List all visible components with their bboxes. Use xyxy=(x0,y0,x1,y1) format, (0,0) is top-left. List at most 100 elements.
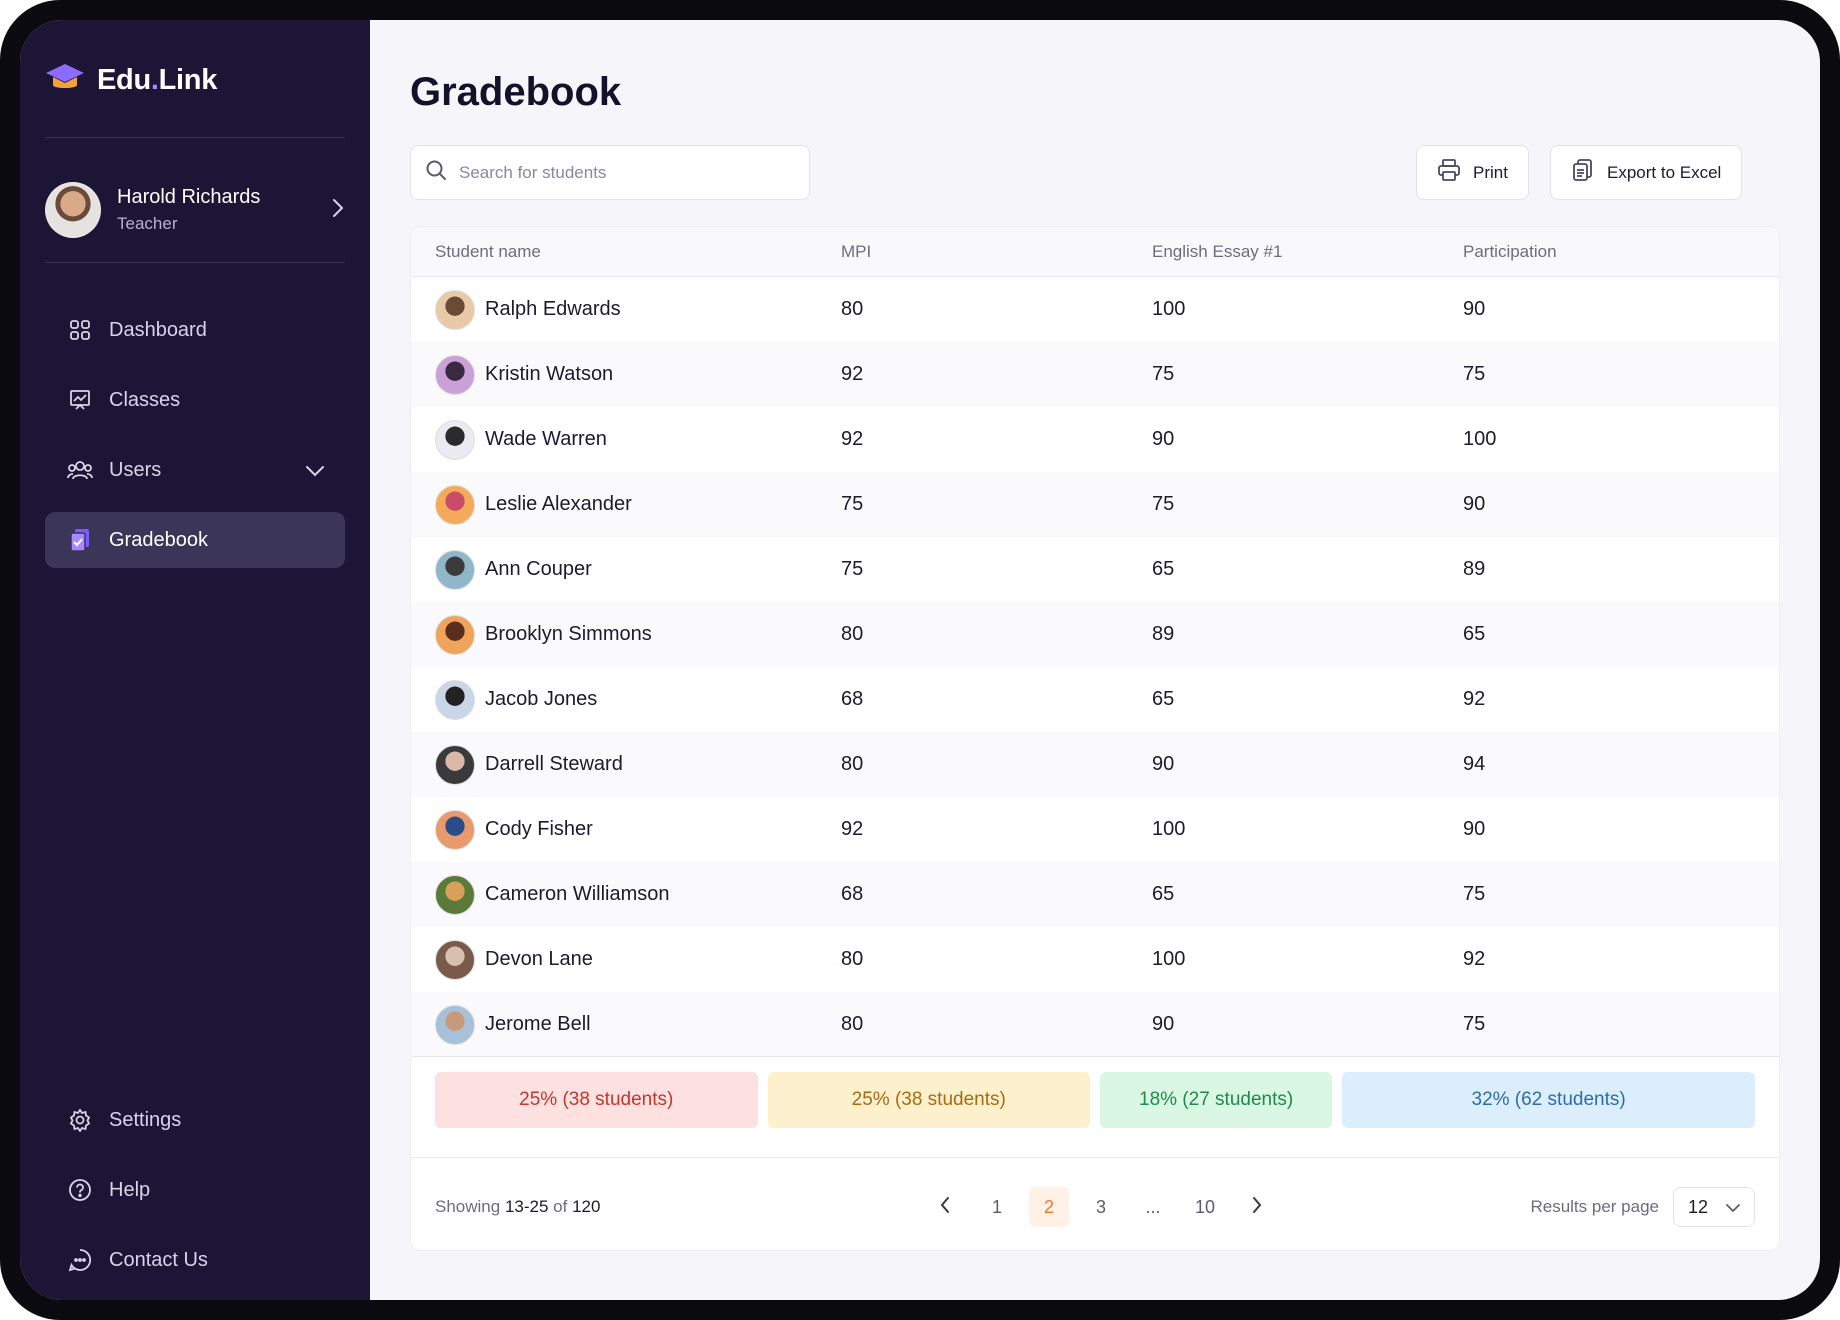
table-row[interactable]: Cody Fisher 92 100 90 xyxy=(411,797,1779,862)
english-essay-cell: 90 xyxy=(1152,753,1175,775)
table-row[interactable]: Cameron Williamson 68 65 75 xyxy=(411,862,1779,927)
brand-name: Edu.Link xyxy=(97,64,217,97)
mpi-cell: 68 xyxy=(841,688,864,710)
column-header-student-name[interactable]: Student name xyxy=(435,241,541,261)
student-name: Devon Lane xyxy=(485,948,593,970)
chevron-right-icon xyxy=(331,197,345,224)
sidebar-item-gradebook[interactable]: Gradebook xyxy=(45,512,345,568)
table-row[interactable]: Devon Lane 80 100 92 xyxy=(411,927,1779,992)
help-circle-icon xyxy=(67,1177,93,1203)
chat-bubble-icon xyxy=(67,1247,93,1273)
column-header-participation[interactable]: Participation xyxy=(1463,241,1557,261)
print-button[interactable]: Print xyxy=(1416,145,1529,200)
brand-name-part: Link xyxy=(158,64,218,96)
page-button-10[interactable]: 10 xyxy=(1194,1196,1216,1217)
participation-cell: 90 xyxy=(1463,818,1486,840)
avatar xyxy=(435,1004,475,1045)
column-header-mpi[interactable]: MPI xyxy=(841,241,872,261)
mpi-cell: 80 xyxy=(841,298,864,320)
avatar xyxy=(435,289,475,330)
avatar xyxy=(435,354,475,395)
english-essay-cell: 90 xyxy=(1152,1013,1175,1035)
mpi-cell: 92 xyxy=(841,818,864,840)
student-name-cell: Kristin Watson xyxy=(411,354,841,395)
participation-cell: 90 xyxy=(1463,298,1486,320)
english-essay-cell: 75 xyxy=(1152,493,1175,515)
page-button-3[interactable]: 3 xyxy=(1095,1196,1106,1217)
table-footer: Showing 13-25 of 120 1 2 3 xyxy=(435,1182,1755,1232)
sidebar-item-label: Contact Us xyxy=(109,1248,208,1271)
page-button-1[interactable]: 1 xyxy=(991,1196,1002,1217)
table-row[interactable]: Jerome Bell 80 90 75 xyxy=(411,992,1779,1057)
brand-dot: . xyxy=(150,64,159,96)
english-essay-cell: 89 xyxy=(1152,623,1175,645)
student-name: Brooklyn Simmons xyxy=(485,623,652,645)
brand-logo[interactable]: Edu.Link xyxy=(45,62,217,99)
english-essay-cell: 65 xyxy=(1152,558,1175,580)
divider xyxy=(411,1157,1779,1158)
column-header-english-essay[interactable]: English Essay #1 xyxy=(1152,241,1283,261)
page-button-2[interactable]: 2 xyxy=(1029,1187,1069,1227)
table-row[interactable]: Wade Warren 92 90 100 xyxy=(411,407,1779,472)
student-name: Jacob Jones xyxy=(485,688,598,710)
search-input[interactable] xyxy=(459,162,779,183)
participation-cell: 92 xyxy=(1463,948,1486,970)
results-per-page: Results per page 12 xyxy=(1530,1187,1755,1227)
main-content: Gradebook Print Export to Excel xyxy=(370,20,1820,1300)
student-name: Cody Fisher xyxy=(485,818,593,840)
table-row[interactable]: Kristin Watson 92 75 75 xyxy=(411,342,1779,407)
profile-card[interactable]: Harold Richards Teacher xyxy=(45,160,345,260)
page-ellipsis: ... xyxy=(1145,1196,1161,1217)
table-row[interactable]: Jacob Jones 68 65 92 xyxy=(411,667,1779,732)
participation-cell: 94 xyxy=(1463,753,1486,775)
showing-summary: Showing 13-25 of 120 xyxy=(435,1197,600,1217)
english-essay-cell: 100 xyxy=(1152,948,1186,970)
sidebar-item-label: Classes xyxy=(109,388,181,411)
student-name-cell: Jacob Jones xyxy=(411,679,841,720)
mpi-cell: 80 xyxy=(841,1013,864,1035)
sidebar: Edu.Link Harold Richards Teacher xyxy=(20,20,370,1300)
distribution-segment: 25% (38 students) xyxy=(435,1072,758,1128)
page-title: Gradebook xyxy=(410,70,622,114)
sidebar-item-label: Gradebook xyxy=(109,528,208,551)
student-name-cell: Brooklyn Simmons xyxy=(411,614,841,655)
table-row[interactable]: Leslie Alexander 75 75 90 xyxy=(411,472,1779,537)
sidebar-item-help[interactable]: Help xyxy=(45,1162,345,1218)
avatar xyxy=(435,744,475,785)
export-excel-button[interactable]: Export to Excel xyxy=(1550,145,1743,200)
divider xyxy=(45,137,345,138)
distribution-segment: 18% (27 students) xyxy=(1100,1072,1333,1128)
table-row[interactable]: Brooklyn Simmons 80 89 65 xyxy=(411,602,1779,667)
table-row[interactable]: Ann Couper 75 65 89 xyxy=(411,537,1779,602)
sidebar-item-dashboard[interactable]: Dashboard xyxy=(45,302,345,358)
avatar xyxy=(435,809,475,850)
avatar xyxy=(435,679,475,720)
avatar xyxy=(435,549,475,590)
chevron-left-icon xyxy=(939,1196,951,1219)
grid-icon xyxy=(67,317,93,343)
sidebar-item-users[interactable]: Users xyxy=(45,442,345,498)
next-page-button[interactable] xyxy=(1237,1187,1277,1227)
mpi-cell: 80 xyxy=(841,753,864,775)
student-name: Jerome Bell xyxy=(485,1013,591,1035)
results-per-page-select[interactable]: 12 xyxy=(1673,1187,1755,1227)
divider xyxy=(45,262,345,263)
student-name: Darrell Steward xyxy=(485,753,623,775)
table-row[interactable]: Ralph Edwards 80 100 90 xyxy=(411,277,1779,342)
english-essay-cell: 65 xyxy=(1152,883,1175,905)
gear-icon xyxy=(67,1107,93,1133)
brand-name-part: Edu xyxy=(97,64,151,96)
sidebar-item-contact[interactable]: Contact Us xyxy=(45,1232,345,1288)
table-row[interactable]: Darrell Steward 80 90 94 xyxy=(411,732,1779,797)
search-box[interactable] xyxy=(410,145,810,200)
chevron-down-icon xyxy=(305,460,325,483)
avatar xyxy=(435,939,475,980)
mpi-cell: 80 xyxy=(841,623,864,645)
main-nav: Dashboard Classes Users xyxy=(45,302,345,582)
prev-page-button[interactable] xyxy=(925,1187,965,1227)
sidebar-item-settings[interactable]: Settings xyxy=(45,1092,345,1148)
showing-total: 120 xyxy=(572,1197,601,1216)
sidebar-item-classes[interactable]: Classes xyxy=(45,372,345,428)
search-icon xyxy=(425,159,447,186)
